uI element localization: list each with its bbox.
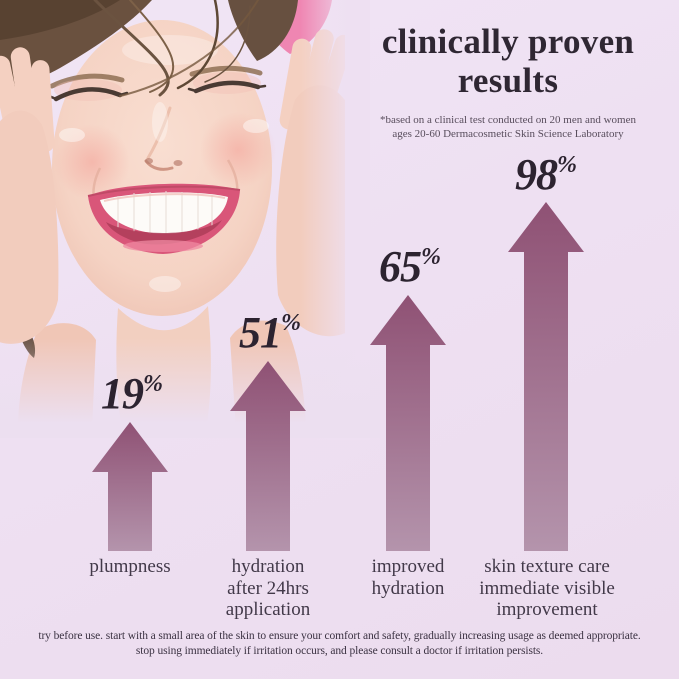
category-label: hydration after 24hrs application [225,556,311,620]
percent-label: 98% [515,150,577,199]
disclaimer-text: try before use. start with a small area … [38,630,641,657]
page-title: clinically proven results [381,22,635,101]
category-label: improved hydration [371,556,445,599]
arrow-up-icon [92,422,168,551]
percent-label: 51% [239,308,301,357]
arrow-up-icon [508,202,584,551]
arrow-up-icon [230,361,306,551]
clinical-test-note: *based on a clinical test conducted on 2… [380,114,636,140]
percent-label: 19% [101,369,163,418]
category-label: skin texture care immediate visible impr… [479,556,615,620]
photo-fade-bottom [0,338,380,438]
category-label: plumpness [89,556,171,577]
percent-label: 65% [379,242,441,291]
arrow-up-icon [370,295,446,551]
